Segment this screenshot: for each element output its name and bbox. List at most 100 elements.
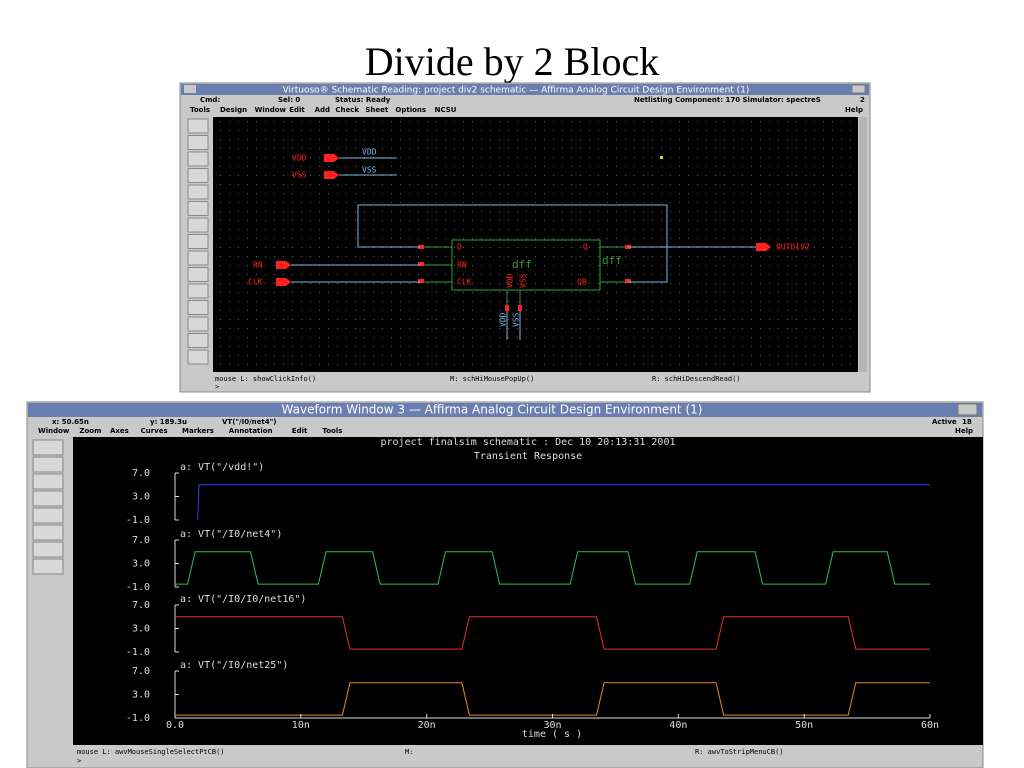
menu-item[interactable]: Window [255,106,287,114]
menu-bar: Tools Design Window Edit Add Check Sheet Option… [190,106,457,114]
cell-name: dff [512,258,532,271]
tool-button[interactable] [32,490,64,507]
tool-button[interactable] [187,168,209,183]
menu-item[interactable]: Options [395,106,426,114]
x-tick-label: 50n [795,720,813,731]
pin-label: VSS [292,171,307,180]
tool-button[interactable] [187,118,209,134]
plot: project finalsim schematic : Dec 10 20:1… [126,437,939,740]
status-count: 2 [860,96,865,104]
tool-button[interactable] [187,184,209,200]
scrollbar [859,117,867,372]
menu-item[interactable]: Sheet [365,106,389,114]
legend-entry: a: VT("/I0/net4") [180,529,282,540]
menu-help[interactable]: Help [955,427,973,435]
menu-item[interactable]: Design [220,106,247,114]
status-netlist: Netlisting Component: 170 Simulator: spe… [634,96,821,104]
status-count: 18 [962,418,972,426]
tool-button[interactable] [187,151,209,167]
menu-item[interactable]: NCSU [435,106,457,114]
tool-button[interactable] [187,333,209,348]
menu-item[interactable]: Axes [110,427,129,435]
tool-button[interactable] [32,473,64,490]
menu-item[interactable]: Window [38,427,70,435]
wire-label: VDD [499,312,508,327]
y-tick-label: 3.0 [132,624,150,635]
dff-stubs [424,246,625,305]
maximize-button[interactable] [851,84,866,94]
tool-button[interactable] [187,201,209,216]
y-tick-label: 7.0 [132,468,150,479]
x-tick-label: 30n [543,720,561,731]
status-sel: Sel: 0 [278,96,300,104]
status-x: x: 50.65n [52,418,89,426]
y-tick-label: 7.0 [132,600,150,611]
y-tick-label: -1.0 [126,713,150,724]
tool-button[interactable] [187,234,209,249]
status-cmd: Cmd: [200,96,220,104]
tool-button[interactable] [32,558,64,575]
menu-item[interactable]: Add [315,106,330,114]
pin-label: VDD [292,154,307,163]
wire-label: VDD [362,148,377,157]
tool-button[interactable] [187,300,209,315]
y-tick-label: 7.0 [132,535,150,546]
tool-button[interactable] [187,349,209,365]
title-bar [181,84,869,95]
legend-entry: a: VT("/I0/I0/net16") [180,594,306,605]
trace [175,616,930,650]
slide-title: Divide by 2 Block [365,39,659,84]
tool-button[interactable] [187,250,209,266]
tool-button[interactable] [187,283,209,299]
tool-button[interactable] [32,439,64,456]
tool-button[interactable] [32,524,64,541]
window-title: Virtuoso® Schematic Reading: project div… [283,86,750,96]
mouse-middle: M: [405,748,413,756]
schematic-window: Virtuoso® Schematic Reading: project div… [179,82,871,393]
status-y: y: 189.3u [150,418,187,426]
menu-item[interactable]: Curves [141,427,168,435]
window-title: Waveform Window 3 — Affirma Analog Circu… [282,403,703,417]
menu-item[interactable]: Edit [292,427,308,435]
port-label: VSS [519,273,528,288]
port-label: QB [577,278,587,287]
trace [175,551,930,585]
menu-item[interactable]: Markers [182,427,214,435]
mouse-right: R: awvToStripMenuCB() [695,748,784,756]
maximize-button[interactable] [957,403,978,416]
port-label: Q [583,243,588,252]
x-tick-label: 60n [921,720,939,731]
window-menu-button[interactable] [184,85,196,93]
menu-item[interactable]: Tools [190,106,210,114]
menu-item[interactable]: Annotation [229,427,273,435]
menu-help[interactable]: Help [845,106,863,114]
tool-button[interactable] [32,507,64,524]
y-tick-label: -1.0 [126,582,150,593]
status-text: Status: Ready [335,96,391,104]
tool-button[interactable] [32,456,64,473]
x-tick-label: 20n [418,720,436,731]
menu-item[interactable]: Tools [322,427,342,435]
y-tick-label: 3.0 [132,492,150,503]
y-tick-label: 3.0 [132,690,150,701]
pin-label: CLK [248,278,263,287]
tool-button[interactable] [187,217,209,233]
plot-area [73,437,983,745]
wires [291,157,756,340]
tool-button[interactable] [187,316,209,332]
title-bar [28,403,982,417]
menu-item[interactable]: Check [335,106,359,114]
chart-title: Transient Response [474,451,582,462]
mouse-right: R: schHiDescendRead() [652,375,741,383]
waveform-window: Waveform Window 3 — Affirma Analog Circu… [26,401,984,768]
status-trace: VT("/I0/net4") [222,418,276,426]
pin-label: OUTDIV2 [776,243,810,252]
tool-button[interactable] [187,135,209,150]
menu-item[interactable]: Zoom [79,427,101,435]
legend-entry: a: VT("/I0/net25") [180,660,288,671]
tool-button[interactable] [187,267,209,282]
trace [197,484,930,521]
menu-item[interactable]: Edit [289,106,305,114]
tool-button[interactable] [32,541,64,558]
